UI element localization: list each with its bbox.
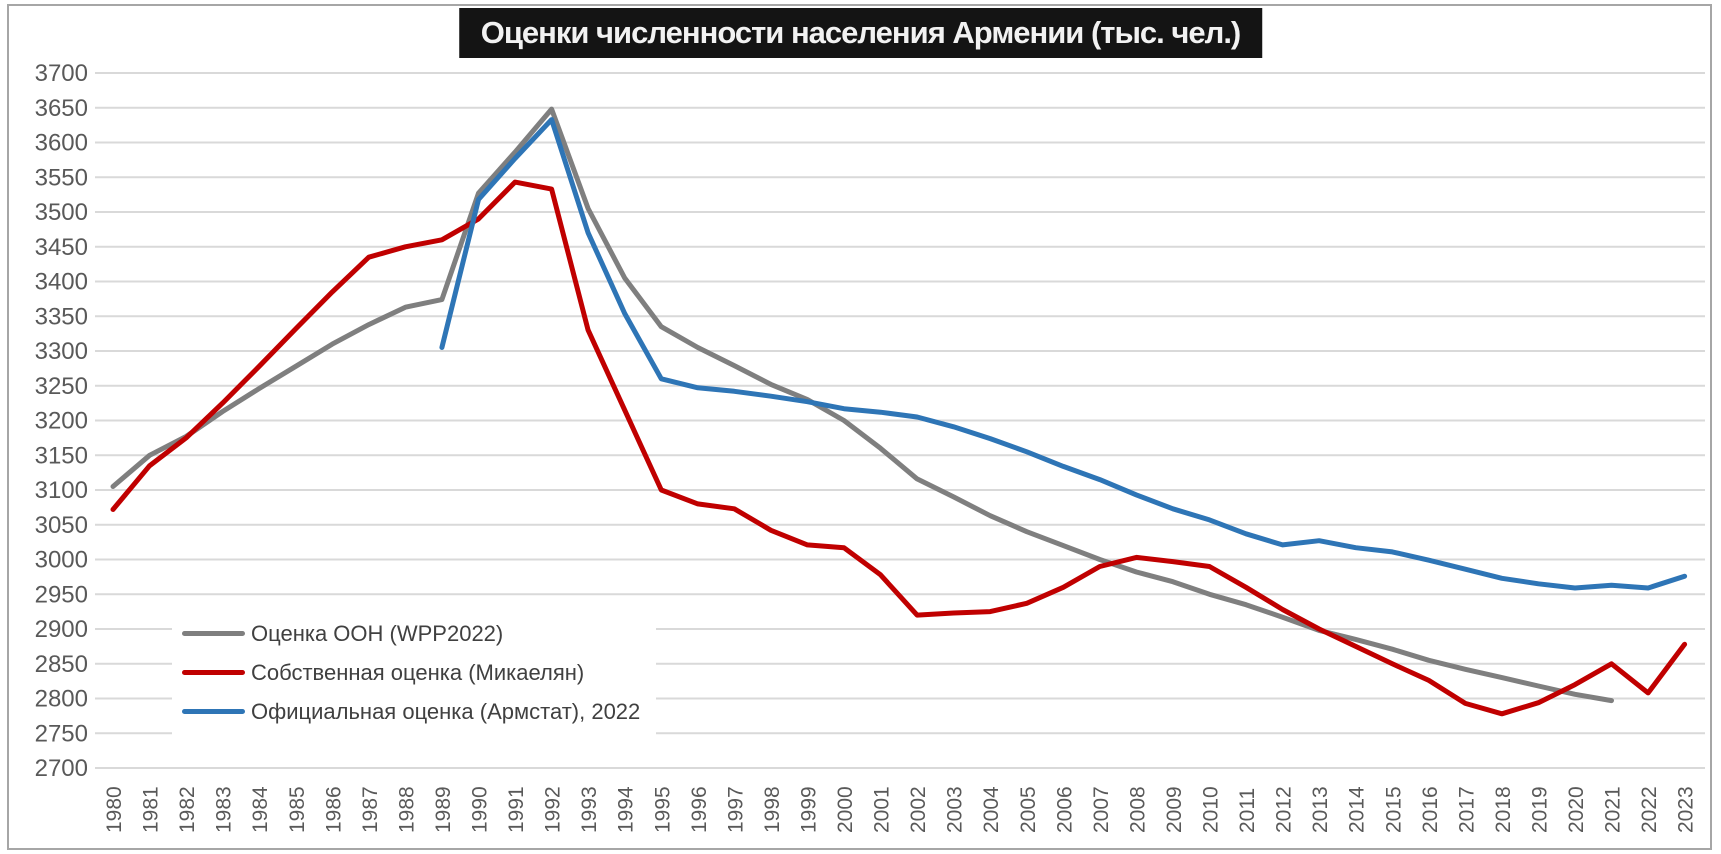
x-axis-tick-label: 2018 xyxy=(1492,786,1515,833)
y-axis-tick-label: 3350 xyxy=(35,303,88,330)
legend-item-mikaelyan: Собственная оценка (Микаелян) xyxy=(182,653,640,692)
y-axis-tick-label: 3200 xyxy=(35,408,88,435)
series-line-un-wpp2022 xyxy=(110,106,1614,704)
y-axis-tick-label: 2950 xyxy=(35,581,88,608)
legend-swatch-armstat-2022 xyxy=(182,709,245,714)
y-axis-tick-label: 2850 xyxy=(35,651,88,678)
x-axis-tick-label: 2019 xyxy=(1528,786,1551,833)
x-axis-tick-label: 1996 xyxy=(688,786,711,833)
x-axis-tick-label: 2010 xyxy=(1200,786,1223,833)
y-axis-tick-label: 3150 xyxy=(35,442,88,469)
x-axis-tick-label: 2013 xyxy=(1309,786,1332,833)
x-axis-tick-label: 2020 xyxy=(1565,786,1588,833)
legend-swatch-mikaelyan xyxy=(182,670,245,675)
x-axis-tick-label: 1998 xyxy=(761,786,784,833)
x-axis-tick-label: 1989 xyxy=(432,786,455,833)
x-axis-tick-label: 1993 xyxy=(578,786,601,833)
x-axis-tick-label: 1987 xyxy=(359,786,382,833)
y-axis-tick-label: 3700 xyxy=(35,60,88,87)
x-axis-tick-label: 2008 xyxy=(1126,786,1149,833)
x-axis-tick-label: 1982 xyxy=(176,786,199,833)
legend-item-armstat-2022: Официальная оценка (Армстат), 2022 xyxy=(182,692,640,731)
x-axis-tick-label: 2007 xyxy=(1090,786,1113,833)
x-axis-tick-label: 1992 xyxy=(542,786,565,833)
x-axis-tick-label: 2000 xyxy=(834,786,857,833)
legend-label-un-wpp2022: Оценка ООН (WPP2022) xyxy=(251,620,504,646)
y-axis-tick-label: 2800 xyxy=(35,686,88,713)
y-axis-tick-label: 3400 xyxy=(35,269,88,296)
x-axis-tick-label: 1984 xyxy=(249,786,272,833)
legend-swatch-un-wpp2022 xyxy=(182,631,245,636)
y-axis-tick-label: 3100 xyxy=(35,477,88,504)
legend-item-un-wpp2022: Оценка ООН (WPP2022) xyxy=(182,614,640,653)
x-axis-tick-label: 1985 xyxy=(286,786,309,833)
chart-title: Оценки численности населения Армении (ты… xyxy=(458,8,1263,58)
x-axis-tick-label: 2015 xyxy=(1382,786,1405,833)
x-axis-tick-label: 2002 xyxy=(907,786,930,833)
y-axis-tick-label: 2900 xyxy=(35,616,88,643)
y-axis-tick-label: 3550 xyxy=(35,164,88,191)
series-line-mikaelyan xyxy=(110,179,1688,717)
x-axis-tick-label: 2014 xyxy=(1346,786,1369,833)
x-axis-tick-label: 1991 xyxy=(505,786,528,833)
x-axis-tick-label: 2023 xyxy=(1675,786,1698,833)
x-axis-tick-label: 1981 xyxy=(140,786,163,833)
y-axis-tick-label: 3050 xyxy=(35,512,88,539)
x-axis-tick-label: 2004 xyxy=(980,786,1003,833)
y-axis-tick-label: 3600 xyxy=(35,130,88,157)
x-axis-tick-label: 2017 xyxy=(1455,786,1478,833)
x-axis-tick-label: 1980 xyxy=(103,786,126,833)
x-axis-tick-label: 1999 xyxy=(797,786,820,833)
x-axis-tick-label: 1983 xyxy=(213,786,236,833)
x-axis-tick-label: 2012 xyxy=(1273,786,1296,833)
x-axis-tick-label: 2001 xyxy=(871,786,894,833)
y-axis-tick-label: 3450 xyxy=(35,234,88,261)
x-axis-tick-label: 2009 xyxy=(1163,786,1186,833)
x-axis-tick-label: 2003 xyxy=(944,786,967,833)
legend: Оценка ООН (WPP2022) Собственная оценка (… xyxy=(172,608,657,739)
legend-label-mikaelyan: Собственная оценка (Микаелян) xyxy=(251,659,585,685)
y-axis-tick-label: 3500 xyxy=(35,199,88,226)
y-axis-tick-label: 2700 xyxy=(35,755,88,782)
x-axis-tick-label: 2005 xyxy=(1017,786,1040,833)
x-axis-tick-label: 2016 xyxy=(1419,786,1442,833)
x-axis-tick-label: 2022 xyxy=(1638,786,1661,833)
y-axis-tick-label: 3000 xyxy=(35,547,88,574)
x-axis-tick-label: 1990 xyxy=(469,786,492,833)
series-line-armstat-2022 xyxy=(439,117,1688,591)
y-axis-tick-label: 2750 xyxy=(35,720,88,747)
legend-label-armstat-2022: Официальная оценка (Армстат), 2022 xyxy=(251,698,641,724)
x-axis-tick-label: 2006 xyxy=(1053,786,1076,833)
x-axis-tick-label: 2021 xyxy=(1602,786,1625,833)
x-axis-tick-label: 1994 xyxy=(615,786,638,833)
x-axis-tick-label: 1988 xyxy=(395,786,418,833)
x-axis-tick-label: 1997 xyxy=(724,786,747,833)
x-axis-tick-label: 1995 xyxy=(651,786,674,833)
x-axis-tick-label: 1986 xyxy=(322,786,345,833)
y-axis-tick-label: 3250 xyxy=(35,373,88,400)
y-axis-tick-label: 3300 xyxy=(35,338,88,365)
x-axis-tick-label: 2011 xyxy=(1236,788,1259,833)
y-axis-tick-label: 3650 xyxy=(35,95,88,122)
